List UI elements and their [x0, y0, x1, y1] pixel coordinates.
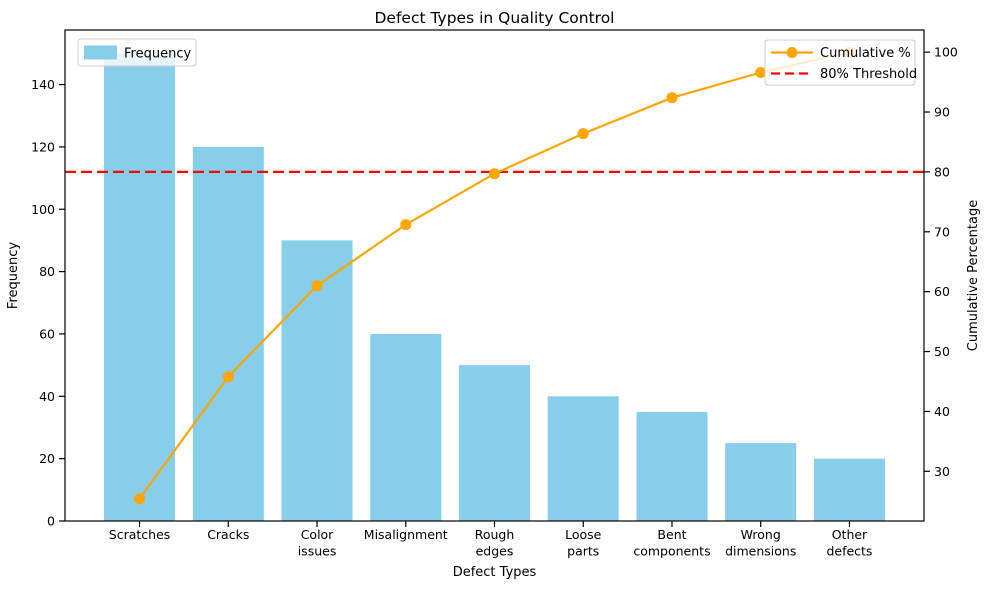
y-left-tick-label: 20 [39, 451, 55, 466]
cumulative-point-6 [577, 128, 589, 140]
cumulative-point-5 [489, 168, 500, 180]
y-right-tick-label: 40 [934, 404, 950, 419]
y-axis-label-right: Cumulative Percentage [966, 200, 981, 351]
cumulative-point-1 [134, 493, 145, 505]
y-right-tick-label: 50 [934, 344, 950, 359]
bar-scratches [104, 53, 175, 522]
y-right-tick-label: 100 [934, 45, 958, 60]
legend-cumulative-label: Cumulative % [820, 46, 911, 61]
y-right-tick-label: 70 [934, 224, 950, 239]
y-left-tick-label: 120 [31, 139, 55, 154]
x-tick-label-rough-edges: Rough edges [475, 527, 515, 559]
y-left-tick-label: 0 [47, 514, 55, 529]
legend-cumulative: Cumulative % 80% Threshold [764, 39, 917, 86]
legend-cumulative-marker-icon [786, 47, 798, 58]
bar-loose-parts [547, 396, 619, 521]
x-axis-label: Defect Types [453, 565, 537, 580]
bar-wrong-dimensions [725, 443, 797, 521]
y-right-tick-label: 60 [934, 284, 950, 299]
x-tick-label-color-issues: Color issues [298, 527, 337, 559]
axes-ticks: 0 20 40 60 80 100 120 140 30 40 50 60 70 80 90 100 Scrat… [31, 45, 958, 559]
bar-misalignment [370, 334, 442, 521]
y-left-tick-label: 100 [31, 202, 55, 217]
bar-cracks [192, 146, 264, 521]
legend-frequency: Frequency [77, 38, 197, 67]
cumulative-point-3 [311, 280, 323, 292]
legend-frequency-swatch [84, 45, 117, 60]
x-tick-label-misalignment: Misalignment [364, 527, 448, 542]
x-tick-label-scratches: Scratches [109, 527, 171, 542]
cumulative-point-2 [222, 371, 234, 383]
bar-other-defects [814, 458, 885, 521]
x-tick-label-cracks: Cracks [207, 527, 249, 542]
y-left-tick-label: 60 [39, 326, 55, 341]
y-right-tick-label: 90 [934, 105, 950, 120]
x-tick-label-other-defects: Other defects [826, 527, 872, 559]
cumulative-point-8 [755, 67, 767, 78]
legend-threshold-label: 80% Threshold [820, 67, 917, 82]
plot-area [65, 46, 924, 522]
y-right-tick-label: 30 [934, 464, 950, 479]
chart-title: Defect Types in Quality Control [375, 9, 615, 27]
y-left-tick-label: 40 [39, 389, 55, 404]
y-axis-label-left: Frequency [6, 242, 21, 309]
x-tick-label-loose-parts: Loose parts [565, 527, 602, 559]
cumulative-point-7 [666, 92, 678, 104]
cumulative-point-4 [400, 219, 412, 231]
bar-bent-components [636, 411, 708, 521]
y-right-tick-label: 80 [934, 164, 950, 179]
y-left-tick-label: 140 [31, 77, 55, 92]
x-tick-label-bent-components: Bent components [633, 527, 710, 559]
legend-frequency-label: Frequency [124, 47, 191, 62]
y-left-tick-label: 80 [39, 264, 55, 279]
bar-rough-edges [459, 365, 530, 521]
x-tick-label-wrong-dimensions: Wrong dimensions [725, 527, 796, 559]
